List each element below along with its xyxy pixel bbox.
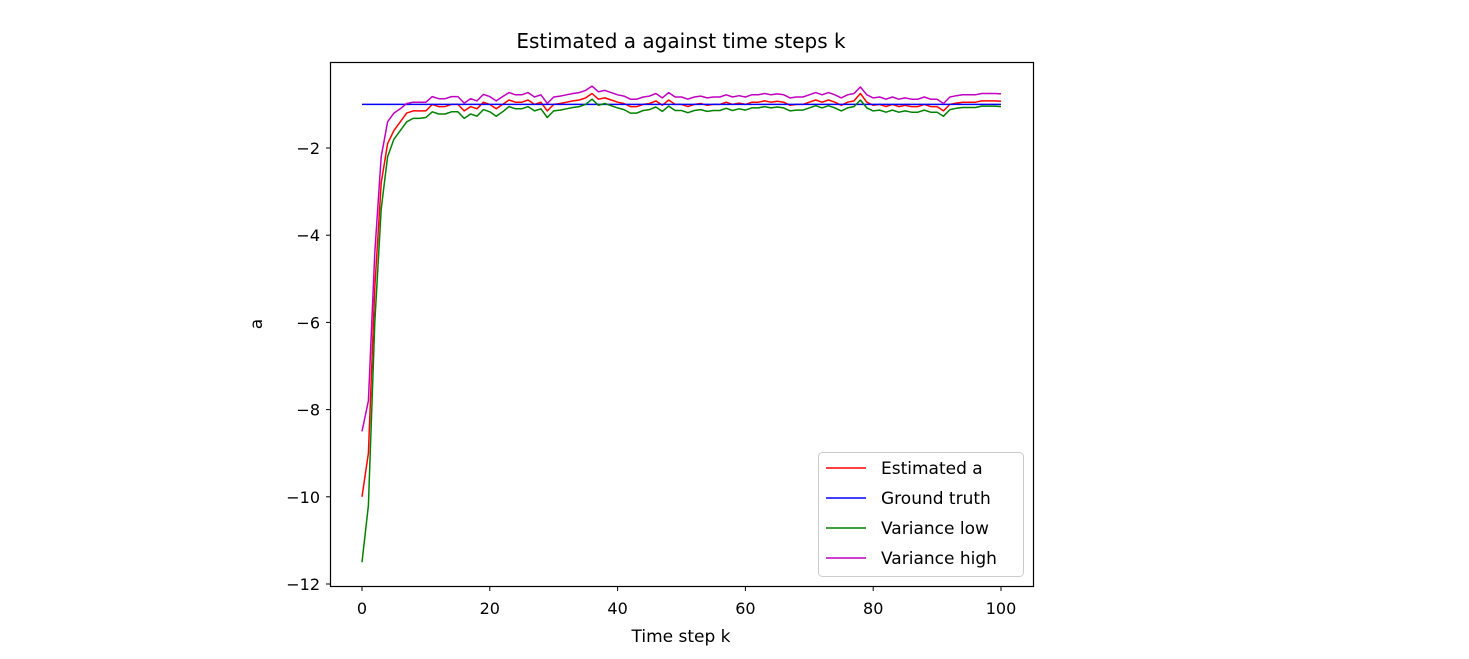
legend-label: Variance high <box>881 549 997 569</box>
y-axis-label: a <box>247 319 267 329</box>
y-tick-label: −8 <box>296 401 320 420</box>
y-tick-label: −12 <box>286 575 320 594</box>
y-tick-label: −6 <box>296 313 320 332</box>
y-tick-label: −10 <box>286 488 320 507</box>
series-layer <box>361 85 1002 563</box>
x-axis-ticks: 0 20 40 60 80 100 <box>357 586 1017 618</box>
x-tick-label: 0 <box>357 599 367 618</box>
legend-box <box>818 452 1024 577</box>
y-axis-ticks: −12 −10 −8 −6 −4 −2 <box>286 139 331 594</box>
legend-label: Ground truth <box>881 489 991 509</box>
series-line-variance-high <box>361 85 1002 432</box>
chart-title: Estimated a against time steps k <box>516 29 846 53</box>
x-axis-label: Time step k <box>630 627 730 647</box>
legend-label: Estimated a <box>881 459 983 479</box>
x-tick-label: 80 <box>863 599 883 618</box>
series-line-variance-low <box>361 98 1002 563</box>
x-tick-label: 100 <box>986 599 1017 618</box>
legend-label: Variance low <box>881 519 989 539</box>
y-tick-label: −4 <box>296 226 320 245</box>
x-tick-label: 60 <box>735 599 755 618</box>
x-tick-label: 20 <box>480 599 500 618</box>
legend: Estimated a Ground truth Variance low Varia… <box>818 452 1024 577</box>
x-tick-label: 40 <box>607 599 627 618</box>
y-tick-label: −2 <box>296 139 320 158</box>
